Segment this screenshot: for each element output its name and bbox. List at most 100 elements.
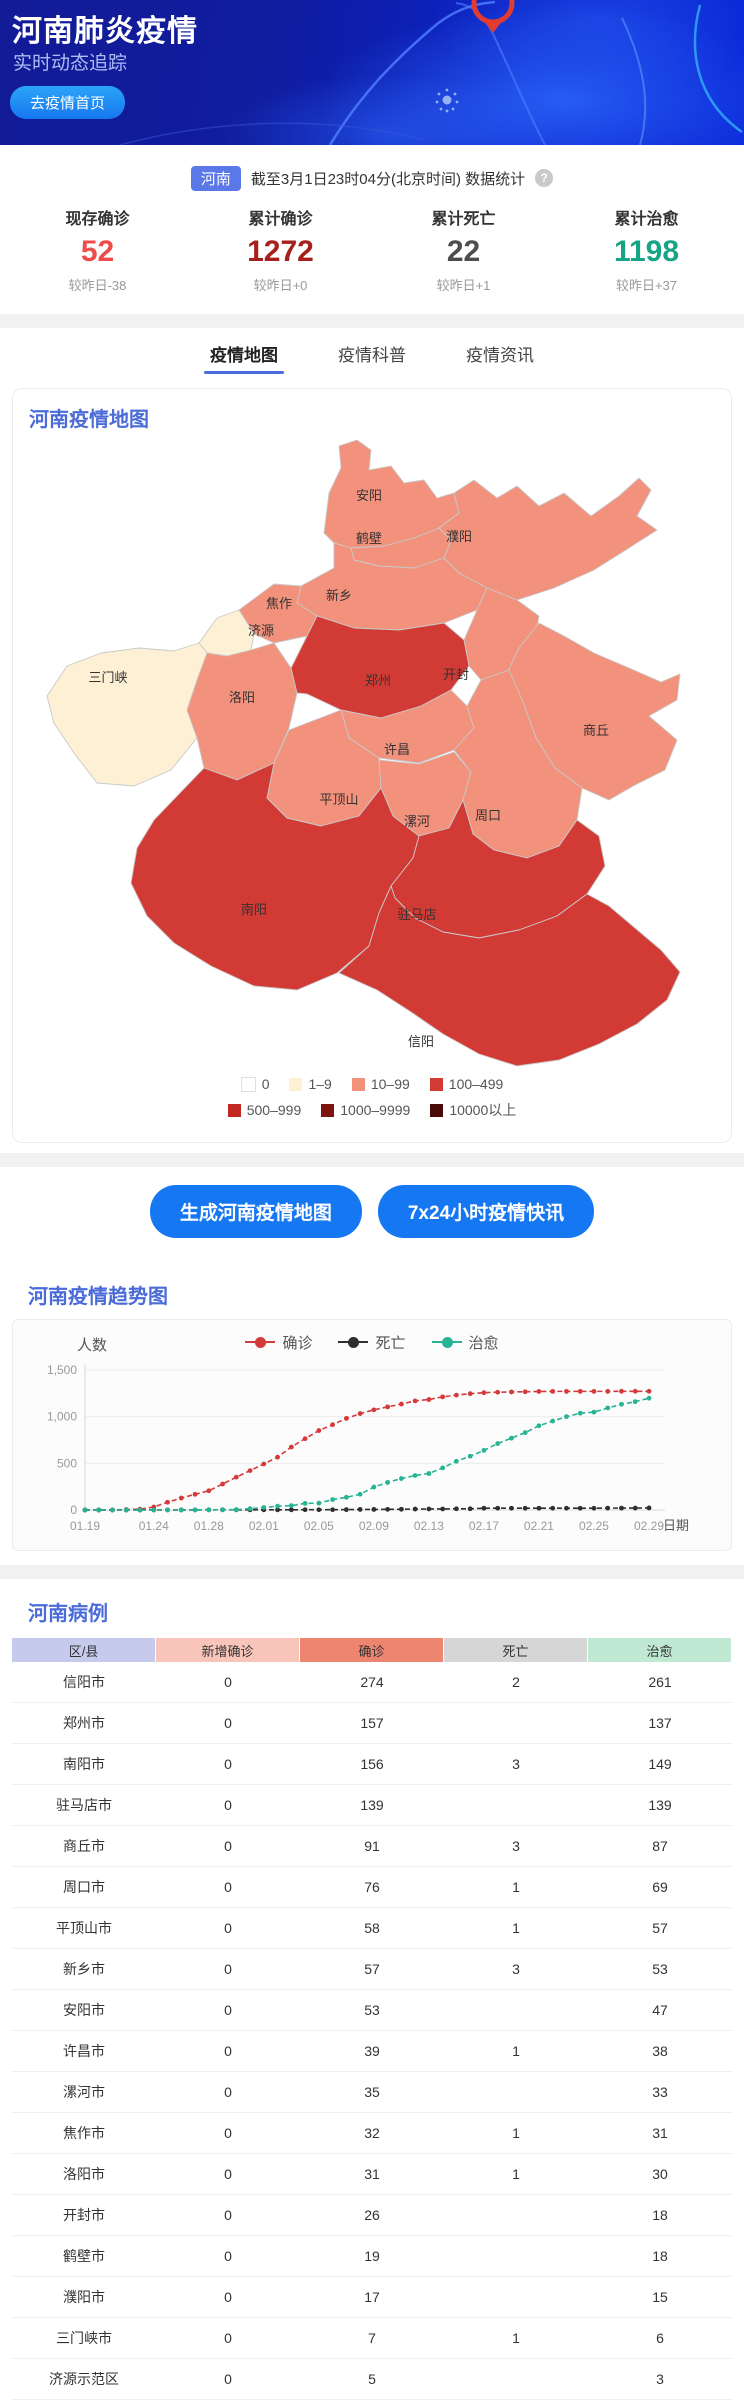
news-feed-button[interactable]: 7x24小时疫情快讯 [377, 1185, 595, 1238]
table-cell [444, 2277, 588, 2317]
map-label-puyang: 濮阳 [446, 529, 472, 544]
legend-item: 100–499 [429, 1076, 504, 1092]
svg-text:02.05: 02.05 [304, 1519, 334, 1533]
table-cell: 31 [652, 2125, 668, 2141]
table-cell: 0 [224, 1674, 232, 1690]
table-row: 平顶山市 0 58 1 57 [12, 1908, 732, 1949]
cases-table: 区/县 新增确诊 确诊 死亡 治愈 信阳市 0 274 2 261 郑州市 0 157 137 南阳市 0 1… [12, 1638, 732, 2400]
table-row: 南阳市 0 156 3 149 [12, 1744, 732, 1785]
data-timestamp-row: 河南 截至3月1日23时04分(北京时间) 数据统计 ? [0, 165, 744, 191]
cyan-curve [693, 4, 743, 134]
help-icon[interactable]: ? [535, 169, 554, 187]
chart-legend-item[interactable]: 死亡 [338, 1332, 406, 1353]
table-cell: 0 [224, 1756, 232, 1772]
actions-row: 生成河南疫情地图 7x24小时疫情快讯 [0, 1167, 744, 1262]
table-row: 鹤壁市 0 19 18 [12, 2236, 732, 2277]
legend-label: 100–499 [448, 1076, 504, 1092]
tab-science[interactable]: 疫情科普 [338, 345, 406, 365]
tab-bar: 疫情地图 疫情科普 疫情资讯 [0, 328, 744, 378]
generate-map-button[interactable]: 生成河南疫情地图 [149, 1185, 362, 1238]
page-subtitle: 实时动态追踪 [13, 53, 128, 74]
map-region-luoyang[interactable] [186, 642, 298, 781]
table-cell: 0 [224, 2371, 232, 2387]
map-label-anyang: 安阳 [356, 488, 382, 503]
chart-legend-item[interactable]: 治愈 [431, 1332, 499, 1353]
table-cell: 76 [364, 1879, 380, 1895]
table-cell: 鹤壁市 [63, 2248, 105, 2264]
table-cell: 0 [224, 2043, 232, 2059]
table-cell: 57 [652, 1920, 668, 1936]
map-label-zhoukou: 周口 [475, 808, 501, 823]
svg-text:02.25: 02.25 [579, 1519, 609, 1533]
svg-text:02.13: 02.13 [414, 1519, 444, 1533]
table-row: 济源示范区 0 5 3 [12, 2359, 732, 2400]
map-legend-row-1: 0 1–9 10–99 100–499 [13, 1076, 731, 1092]
cases-section: 河南病例 区/县 新增确诊 确诊 死亡 治愈 信阳市 0 274 2 261 郑州市 0 157 137… [0, 1579, 744, 2400]
table-cell: 157 [360, 1715, 384, 1731]
table-cell: 32 [364, 2125, 380, 2141]
table-cell: 0 [224, 1715, 232, 1731]
section-divider [0, 1153, 744, 1167]
table-cell: 39 [364, 2043, 380, 2059]
svg-text:02.29: 02.29 [634, 1519, 664, 1533]
table-cell: 周口市 [63, 1879, 105, 1895]
stat-value: 1272 [247, 235, 314, 268]
epidemic-home-button[interactable]: 去疫情首页 [10, 86, 126, 119]
table-cell: 安阳市 [63, 2002, 105, 2018]
table-cell: 0 [224, 1879, 232, 1895]
svg-text:01.28: 01.28 [194, 1519, 224, 1533]
svg-text:日期: 日期 [663, 1518, 689, 1533]
stat-item-2: 累计死亡 22 较昨日+1 [372, 205, 555, 294]
stat-label: 累计死亡 [431, 211, 496, 228]
stat-value: 1198 [613, 235, 680, 268]
lungs-illustration [119, 0, 744, 145]
stats-row: 现存确诊 52 较昨日-38 累计确诊 1272 较昨日+0 累计死亡 22 较昨日+1 累计治愈… [0, 191, 744, 314]
table-cell: 南阳市 [63, 1756, 105, 1772]
table-row: 驻马店市 0 139 139 [12, 1785, 732, 1826]
map-region-sanmenxia[interactable] [46, 642, 208, 787]
legend-label: 500–999 [246, 1102, 302, 1118]
table-cell: 驻马店市 [56, 1797, 112, 1813]
page-title: 河南肺炎疫情 [12, 15, 198, 48]
svg-text:1,000: 1,000 [47, 1410, 77, 1424]
column-header: 确诊 [300, 1638, 443, 1662]
legend-swatch [240, 1076, 256, 1092]
map-label-hebi: 鹤壁 [356, 531, 382, 546]
map-region-xinyang[interactable] [338, 885, 681, 1067]
stat-item-1: 累计确诊 1272 较昨日+0 [189, 205, 372, 294]
svg-text:02.01: 02.01 [249, 1519, 279, 1533]
table-cell: 53 [364, 2002, 380, 2018]
column-header: 治愈 [588, 1638, 731, 1662]
table-cell: 7 [368, 2330, 376, 2346]
table-row: 信阳市 0 274 2 261 [12, 1662, 732, 1703]
table-cell: 0 [224, 1920, 232, 1936]
chart-legend-item[interactable]: 确诊 [245, 1332, 312, 1353]
legend-item: 10–99 [351, 1076, 410, 1092]
svg-text:01.19: 01.19 [70, 1519, 100, 1533]
table-row: 焦作市 0 32 1 31 [12, 2113, 732, 2154]
table-row: 许昌市 0 39 1 38 [12, 2031, 732, 2072]
table-row: 周口市 0 76 1 69 [12, 1867, 732, 1908]
legend-label: 10000以上 [449, 1102, 517, 1118]
as-of-text: 截至3月1日23时04分(北京时间) 数据统计 [250, 170, 526, 188]
legend-label: 1–9 [308, 1076, 332, 1092]
table-cell: 18 [652, 2207, 668, 2223]
map-label-pingdingshan: 平顶山 [319, 792, 358, 807]
map-label-sanmenxia: 三门峡 [88, 670, 127, 685]
tab-news[interactable]: 疫情资讯 [466, 345, 534, 365]
table-cell: 69 [652, 1879, 668, 1895]
legend-item: 10000以上 [430, 1100, 516, 1120]
table-cell: 6 [656, 2330, 664, 2346]
map-label-luoyang: 洛阳 [229, 690, 255, 705]
map-label-jiyuan: 济源 [248, 623, 274, 638]
table-row: 郑州市 0 157 137 [12, 1703, 732, 1744]
map-label-zhumadian: 驻马店 [397, 907, 436, 922]
tab-map[interactable]: 疫情地图 [204, 331, 284, 376]
map-label-kaifeng: 开封 [443, 667, 469, 682]
table-cell: 许昌市 [63, 2043, 105, 2059]
table-cell: 137 [648, 1715, 672, 1731]
map-region-zhengzhou[interactable] [290, 615, 470, 719]
stat-value: 22 [446, 235, 481, 268]
table-cell: 0 [224, 2289, 232, 2305]
